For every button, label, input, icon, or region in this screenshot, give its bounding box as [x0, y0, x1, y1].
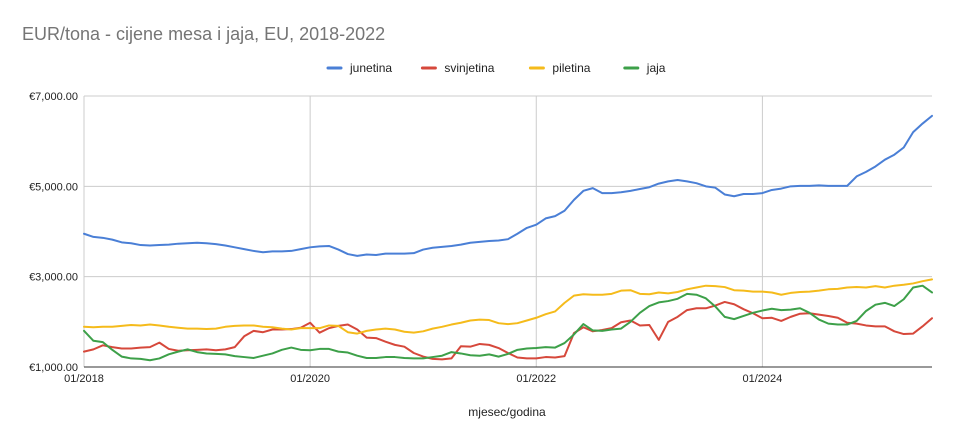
series-line-jaja — [83, 284, 933, 362]
legend-label-junetina: junetina — [349, 61, 392, 75]
y-tick-label: €5,000.00 — [29, 181, 78, 193]
y-tick-label: €7,000.00 — [29, 91, 78, 103]
x-tick-label: 01/2020 — [290, 373, 330, 385]
legend-label-svinjetina: svinjetina — [444, 61, 494, 75]
series-line-junetina — [83, 114, 933, 257]
series-lines — [83, 114, 933, 362]
x-tick-label: 01/2024 — [743, 373, 783, 385]
x-tick-label: 01/2022 — [516, 373, 556, 385]
legend-label-jaja: jaja — [646, 61, 666, 75]
y-axis: €1,000.00 €3,000.00 €5,000.00 €7,000.00 — [29, 91, 78, 374]
legend: junetina svinjetina piletina jaja — [326, 61, 666, 75]
x-axis-title: mjesec/godina — [468, 405, 546, 419]
x-axis: 01/2018 01/2020 01/2022 01/2024 — [64, 373, 782, 385]
x-tick-label: 01/2018 — [64, 373, 104, 385]
y-tick-label: €3,000.00 — [29, 272, 78, 284]
series-line-piletina — [83, 278, 933, 335]
y-tick-label: €1,000.00 — [29, 362, 78, 374]
chart-title: EUR/tona - cijene mesa i jaja, EU, 2018-… — [22, 24, 385, 44]
grid — [83, 95, 932, 368]
legend-label-piletina: piletina — [552, 61, 590, 75]
